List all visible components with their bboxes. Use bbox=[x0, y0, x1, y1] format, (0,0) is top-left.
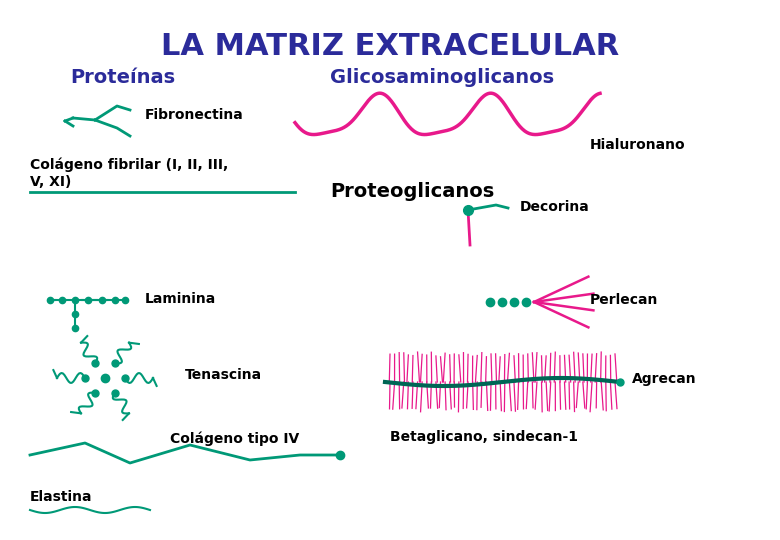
Text: Glicosaminoglicanos: Glicosaminoglicanos bbox=[330, 68, 554, 87]
Text: Colágeno fibrilar (I, II, III,
V, XI): Colágeno fibrilar (I, II, III, V, XI) bbox=[30, 158, 229, 188]
Text: Tenascina: Tenascina bbox=[185, 368, 262, 382]
Text: Perlecan: Perlecan bbox=[590, 293, 658, 307]
Text: Fibronectina: Fibronectina bbox=[145, 108, 243, 122]
Text: Proteínas: Proteínas bbox=[70, 68, 176, 87]
Text: LA MATRIZ EXTRACELULAR: LA MATRIZ EXTRACELULAR bbox=[161, 32, 619, 61]
Text: Decorina: Decorina bbox=[520, 200, 590, 214]
Text: Elastina: Elastina bbox=[30, 490, 93, 504]
Text: Colágeno tipo IV: Colágeno tipo IV bbox=[170, 432, 300, 447]
Text: Hialuronano: Hialuronano bbox=[590, 138, 686, 152]
Text: Laminina: Laminina bbox=[145, 292, 216, 306]
Text: Agrecan: Agrecan bbox=[632, 372, 697, 386]
Text: Proteoglicanos: Proteoglicanos bbox=[330, 182, 495, 201]
Text: Betaglicano, sindecan-1: Betaglicano, sindecan-1 bbox=[390, 430, 578, 444]
